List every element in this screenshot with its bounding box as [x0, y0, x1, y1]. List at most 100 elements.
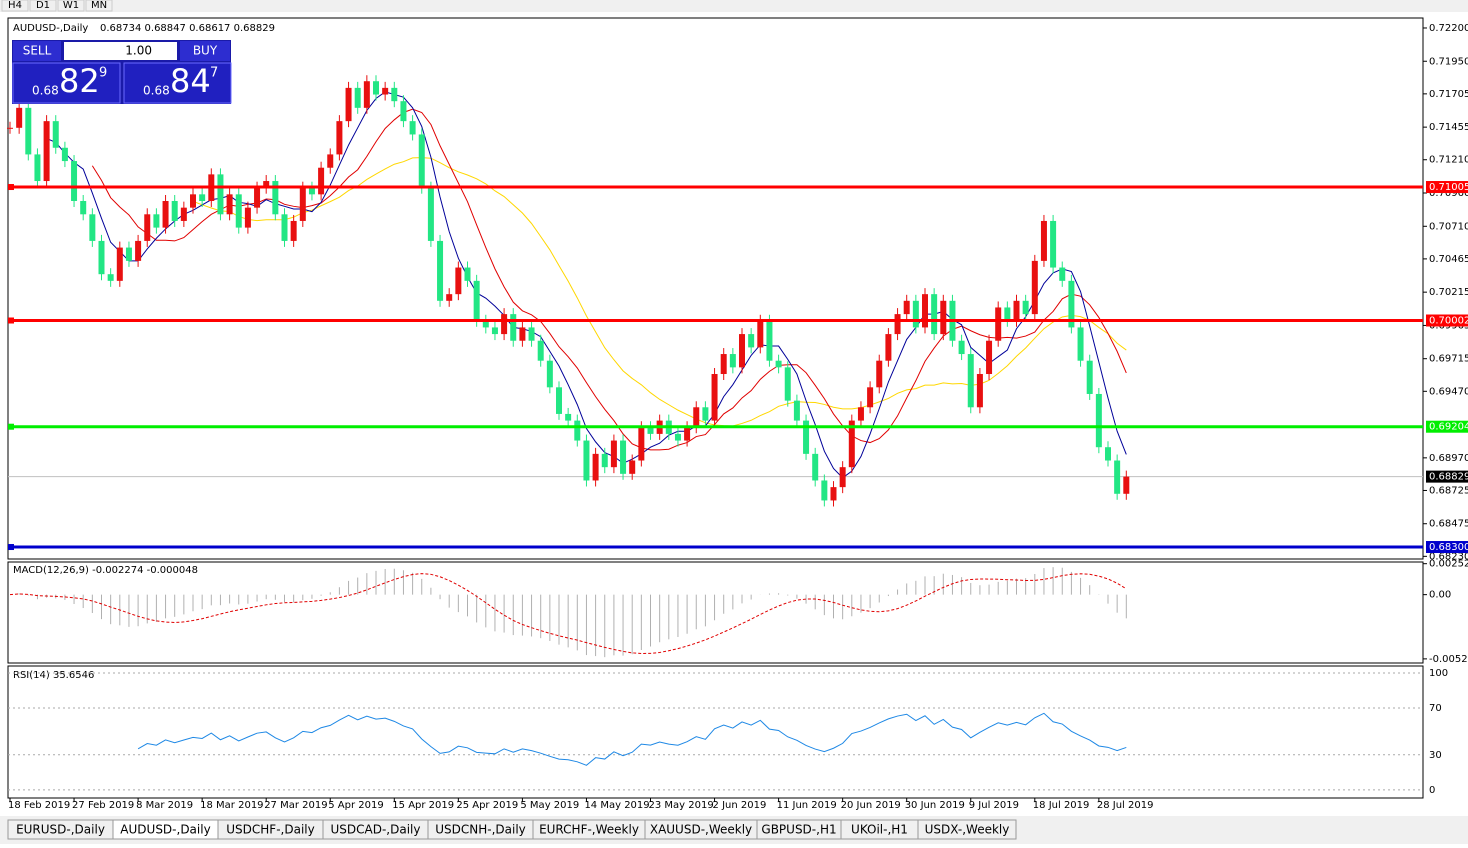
- level-handle: [8, 423, 14, 430]
- x-tick-label: 25 Apr 2019: [456, 800, 518, 811]
- macd-title: MACD(12,26,9) -0.002274 -0.000048: [13, 565, 198, 576]
- ask-box[interactable]: [123, 62, 232, 104]
- y-tick-label: 0.69470: [1429, 386, 1468, 397]
- chart-tab[interactable]: [917, 819, 1017, 840]
- candle-body: [537, 340, 544, 361]
- x-tick-label: 20 Jun 2019: [841, 800, 901, 811]
- candle-body: [226, 194, 233, 215]
- candle-body: [784, 367, 791, 401]
- candle-body: [254, 187, 261, 208]
- candle-body: [427, 187, 434, 241]
- candle-body: [967, 354, 974, 408]
- candle-body: [52, 121, 59, 148]
- y-tick-label: 0.72200: [1429, 23, 1468, 34]
- bid-box[interactable]: [12, 62, 121, 104]
- candle-body: [1105, 447, 1111, 461]
- chart-tab-label[interactable]: EURCHF-,Weekly: [539, 823, 639, 837]
- candle-body: [464, 267, 471, 281]
- candle-body: [327, 154, 334, 168]
- bid-pips: 82: [59, 62, 100, 100]
- lot-input[interactable]: [64, 42, 177, 60]
- candle-body: [336, 121, 343, 155]
- symbol-title: AUDUSD-,Daily: [13, 23, 88, 34]
- candle-body: [976, 374, 983, 408]
- chart-tab-label[interactable]: USDX-,Weekly: [925, 823, 1010, 837]
- candle-body: [7, 127, 13, 129]
- level-label: 0.68300: [1429, 542, 1468, 553]
- candle-body: [125, 247, 132, 261]
- level-label: 0.69204: [1429, 422, 1468, 433]
- level-handle: [8, 184, 14, 191]
- timeframe-label[interactable]: W1: [63, 0, 79, 11]
- candle-body: [107, 274, 114, 281]
- chart-tab-label[interactable]: USDCAD-,Daily: [331, 823, 421, 837]
- candle-body: [601, 453, 608, 468]
- candle-body: [638, 427, 645, 461]
- candle-body: [711, 374, 718, 421]
- candle-body: [739, 334, 745, 368]
- candle-body: [171, 200, 178, 221]
- sell-label[interactable]: SELL: [23, 44, 52, 58]
- candle-body: [565, 413, 572, 421]
- current-price-label: 0.68829: [1429, 472, 1468, 483]
- candle-body: [1004, 307, 1011, 321]
- lot-value[interactable]: 1.00: [125, 44, 152, 58]
- chart-tab-label[interactable]: USDCNH-,Daily: [435, 823, 526, 837]
- candle-body: [80, 200, 87, 215]
- candle-body: [903, 300, 910, 315]
- candle-body: [345, 87, 352, 122]
- candle-body: [958, 340, 965, 355]
- timeframe-label[interactable]: D1: [36, 0, 50, 11]
- chart-tab-label[interactable]: USDCHF-,Daily: [226, 823, 314, 837]
- timeframe-button[interactable]: [85, 0, 113, 12]
- x-tick-label: 27 Mar 2019: [264, 800, 327, 811]
- timeframe-button[interactable]: [1, 0, 29, 12]
- y-tick-label: 0.68970: [1429, 453, 1468, 464]
- candle-body: [720, 354, 727, 375]
- candle-body: [409, 121, 416, 135]
- candle-body: [766, 320, 773, 361]
- timeframe-label[interactable]: H4: [8, 0, 22, 11]
- level-handle: [8, 544, 14, 551]
- timeframe-button[interactable]: [57, 0, 85, 12]
- sell-button[interactable]: [13, 41, 61, 61]
- candle-body: [583, 440, 590, 481]
- candle-body: [1022, 300, 1029, 315]
- candle-body: [162, 200, 169, 228]
- candle-body: [1114, 460, 1121, 494]
- x-tick-label: 18 Feb 2019: [8, 800, 70, 811]
- rsi-tick-label: 70: [1429, 703, 1442, 714]
- candle-body: [757, 320, 764, 348]
- candle-body: [986, 340, 993, 375]
- candle-body: [217, 174, 224, 215]
- chart-tab-label[interactable]: UKOil-,H1: [851, 823, 908, 837]
- x-tick-label: 8 Mar 2019: [136, 800, 193, 811]
- candle-body: [354, 87, 361, 108]
- candle-body: [373, 81, 379, 95]
- candle-body: [89, 214, 96, 241]
- level-label: 0.70002: [1429, 316, 1468, 327]
- x-tick-label: 18 Mar 2019: [200, 800, 263, 811]
- candle-body: [912, 300, 919, 328]
- candle-body: [1095, 393, 1102, 448]
- buy-label[interactable]: BUY: [193, 44, 218, 58]
- candle-body: [446, 294, 453, 301]
- candle-body: [43, 121, 50, 182]
- candle-body: [98, 240, 105, 275]
- x-tick-label: 27 Feb 2019: [72, 800, 134, 811]
- macd-tick-label: 0.00: [1429, 590, 1451, 601]
- candle-body: [885, 334, 892, 361]
- candle-body: [748, 334, 755, 348]
- chart-tab-label[interactable]: XAUUSD-,Weekly: [650, 823, 752, 837]
- candle-body: [235, 194, 242, 228]
- timeframe-label[interactable]: MN: [91, 0, 107, 11]
- chart-tab-label[interactable]: GBPUSD-,H1: [761, 823, 836, 837]
- timeframe-button[interactable]: [29, 0, 57, 12]
- rsi-tick-label: 0: [1429, 785, 1435, 796]
- candle-body: [135, 240, 142, 261]
- chart-tab-label[interactable]: EURUSD-,Daily: [16, 823, 105, 837]
- buy-button[interactable]: [180, 41, 230, 61]
- chart-tab-label[interactable]: AUDUSD-,Daily: [120, 823, 210, 837]
